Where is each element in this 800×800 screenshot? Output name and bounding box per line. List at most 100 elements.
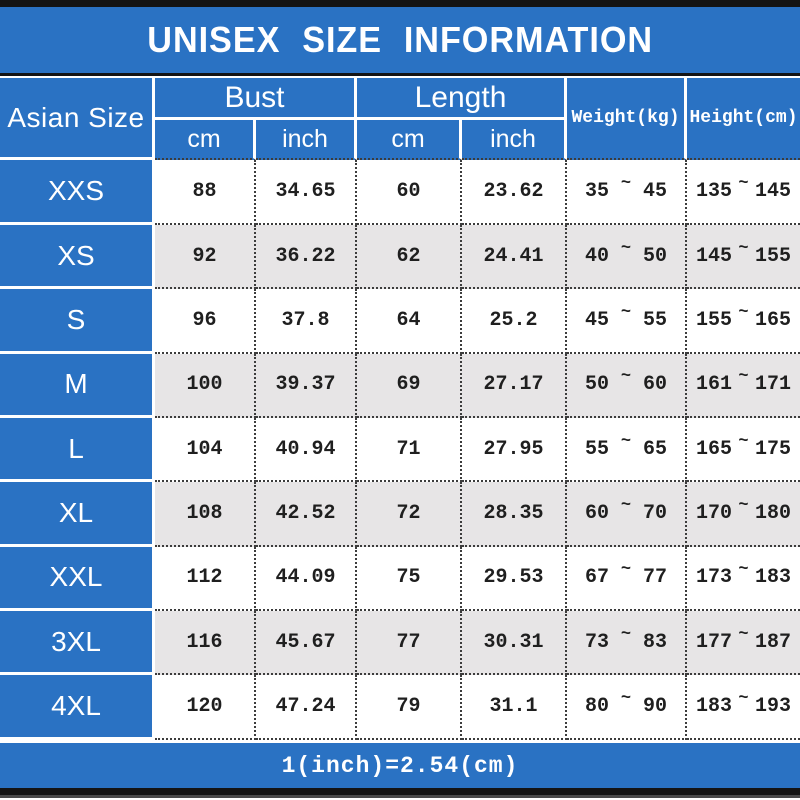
weight-max: 50	[642, 244, 667, 268]
tilde-separator: ~	[620, 302, 632, 322]
tilde-separator: ~	[738, 302, 749, 322]
tilde-separator: ~	[620, 560, 632, 580]
tilde-separator: ~	[620, 238, 632, 258]
length-cm-cell: 75	[357, 546, 462, 612]
column-header-height: Height(cm)	[687, 78, 800, 161]
length-cm-cell: 71	[357, 417, 462, 483]
header-row-units: cm inch cm inch	[0, 120, 800, 161]
height-min: 177	[696, 630, 733, 654]
title-band: UNISEX SIZE INFORMATION	[0, 7, 800, 73]
bust-inch-cell: 42.52	[256, 482, 357, 547]
length-cm-cell: 62	[357, 224, 462, 290]
length-inch-cell: 27.17	[462, 353, 568, 418]
subheader-bust-inch: inch	[256, 120, 357, 161]
height-cell: 161 ~171	[687, 353, 800, 418]
weight-cell: 40 ~50	[567, 224, 688, 290]
height-min: 155	[696, 308, 733, 332]
height-cell: 135 ~145	[687, 160, 800, 225]
tilde-separator: ~	[620, 496, 632, 516]
weight-min: 40	[585, 244, 610, 268]
height-range: 155 ~165	[687, 303, 800, 332]
height-range: 135 ~145	[687, 174, 800, 204]
height-cell: 145 ~155	[687, 224, 800, 290]
height-cell: 155 ~165	[687, 289, 800, 354]
length-inch-cell: 23.62	[462, 160, 568, 225]
bust-cm-cell: 88	[155, 160, 256, 225]
weight-range: 73 ~83	[567, 625, 685, 654]
length-cm-cell: 72	[357, 482, 462, 547]
tilde-separator: ~	[620, 431, 632, 451]
bust-cm-cell: 104	[155, 417, 256, 483]
weight-cell: 67 ~77	[567, 546, 688, 612]
weight-range: 45 ~55	[567, 303, 685, 332]
height-range: 177 ~187	[687, 625, 800, 654]
height-min: 165	[696, 437, 733, 461]
bust-cm-cell: 120	[155, 675, 256, 740]
height-cell: 173 ~183	[687, 546, 800, 612]
bust-inch-cell: 44.09	[256, 546, 357, 612]
weight-range: 55 ~65	[567, 432, 685, 461]
height-max: 175	[754, 437, 791, 461]
weight-min: 80	[585, 695, 610, 719]
tilde-separator: ~	[620, 174, 632, 194]
weight-min: 73	[585, 630, 610, 654]
height-cell: 177 ~187	[687, 611, 800, 676]
length-cm-cell: 79	[357, 675, 462, 740]
height-max: 171	[754, 373, 791, 397]
height-max: 187	[754, 630, 791, 654]
length-inch-cell: 25.2	[462, 289, 568, 354]
height-range: 170 ~180	[687, 496, 800, 526]
length-cm-cell: 77	[357, 611, 462, 676]
column-header-weight: Weight(kg)	[567, 78, 688, 161]
weight-max: 70	[642, 502, 667, 526]
length-inch-cell: 27.95	[462, 417, 568, 483]
tilde-separator: ~	[738, 689, 749, 709]
bust-inch-cell: 47.24	[256, 675, 357, 740]
table-row-3xl: 3XL 116 45.67 77 30.31 73 ~83 177 ~187	[0, 611, 800, 676]
column-header-bust: Bust	[155, 78, 357, 121]
size-cell: XS	[0, 224, 155, 290]
tilde-separator: ~	[620, 624, 632, 644]
size-cell: XXL	[0, 546, 155, 612]
page-title: UNISEX SIZE INFORMATION	[147, 19, 653, 60]
height-range: 183 ~193	[687, 689, 800, 719]
conversion-note: 1(inch)=2.54(cm)	[281, 752, 519, 779]
tilde-separator: ~	[738, 431, 749, 451]
bust-cm-cell: 96	[155, 289, 256, 354]
height-range: 161 ~171	[687, 367, 800, 397]
subheader-length-inch: inch	[462, 120, 568, 161]
height-min: 161	[696, 373, 733, 397]
height-min: 170	[696, 502, 733, 526]
height-max: 145	[754, 180, 791, 204]
weight-max: 60	[642, 373, 667, 397]
height-cell: 170 ~180	[687, 482, 800, 547]
bust-cm-cell: 112	[155, 546, 256, 612]
tilde-separator: ~	[738, 624, 749, 644]
height-max: 155	[754, 244, 791, 268]
table-row-xxs: XXS 88 34.65 60 23.62 35 ~45 135 ~145	[0, 160, 800, 225]
tilde-separator: ~	[620, 689, 632, 709]
bottom-black-bar	[0, 788, 800, 798]
conversion-footer: 1(inch)=2.54(cm)	[0, 740, 800, 788]
table-row-l: L 104 40.94 71 27.95 55 ~65 165 ~175	[0, 417, 800, 483]
bust-inch-cell: 37.8	[256, 289, 357, 354]
length-inch-cell: 30.31	[462, 611, 568, 676]
weight-cell: 80 ~90	[567, 675, 688, 740]
weight-max: 65	[642, 437, 667, 461]
weight-range: 35 ~45	[567, 174, 685, 203]
bust-cm-cell: 108	[155, 482, 256, 547]
weight-max: 55	[642, 308, 667, 332]
size-cell: XL	[0, 482, 155, 547]
table-row-m: M 100 39.37 69 27.17 50 ~60 161 ~171	[0, 353, 800, 418]
weight-range: 67 ~77	[567, 560, 685, 589]
weight-min: 50	[585, 373, 610, 397]
table-row-xl: XL 108 42.52 72 28.35 60 ~70 170 ~180	[0, 482, 800, 547]
weight-min: 45	[585, 308, 610, 332]
column-header-length: Length	[357, 78, 568, 121]
height-max: 193	[754, 695, 791, 719]
length-cm-cell: 64	[357, 289, 462, 354]
tilde-separator: ~	[738, 560, 749, 580]
length-inch-cell: 31.1	[462, 675, 568, 740]
height-min: 145	[696, 244, 733, 268]
